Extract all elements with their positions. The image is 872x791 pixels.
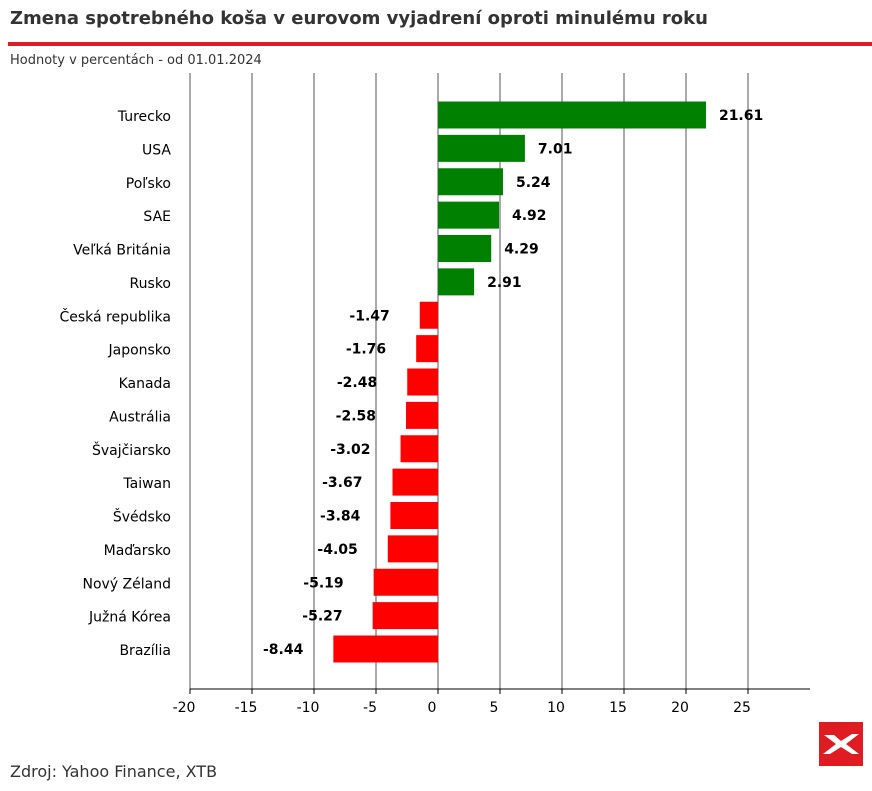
bar <box>333 635 438 663</box>
bar <box>416 335 438 363</box>
data-label: -1.76 <box>346 342 386 358</box>
data-label: 21.61 <box>719 108 763 124</box>
data-label: 4.92 <box>512 208 547 224</box>
x-tick-label: -10 <box>297 700 320 716</box>
category-label: Švajčiarsko <box>92 441 171 459</box>
data-label: -1.47 <box>349 308 389 324</box>
bar-chart: -20 -15 -10 -5 0 5 10 15 20 25 Turecko 21.61 USA 7.01… <box>59 73 810 716</box>
bar <box>390 502 438 529</box>
category-label: Brazília <box>119 643 171 659</box>
data-label: -4.05 <box>317 542 357 558</box>
data-label: 2.91 <box>487 275 522 291</box>
category-label: Rusko <box>130 276 171 292</box>
category-label: Kanada <box>119 376 171 392</box>
data-label: -2.58 <box>336 408 376 424</box>
category-label: Austrália <box>109 409 171 425</box>
data-label: -5.19 <box>303 575 343 591</box>
x-tick-label: -15 <box>235 700 258 716</box>
category-label: Poľsko <box>126 176 171 192</box>
category-label: Turecko <box>117 109 171 125</box>
category-label: Japonsko <box>107 343 171 359</box>
bar <box>438 235 492 262</box>
category-label: Švédsko <box>113 508 171 526</box>
title-divider-bar <box>8 42 872 46</box>
bar <box>372 602 438 630</box>
x-tick-label: 10 <box>547 700 565 716</box>
category-label: Nový Zéland <box>83 576 172 592</box>
x-tick-label: 5 <box>490 700 499 716</box>
x-tick-label: 15 <box>609 700 627 716</box>
data-label: -2.48 <box>337 375 377 391</box>
bar <box>406 401 438 429</box>
x-tick-label: -20 <box>173 700 196 716</box>
data-label: 5.24 <box>516 175 551 191</box>
bar <box>392 468 438 496</box>
bar <box>407 368 438 396</box>
bar <box>373 568 438 596</box>
bar <box>438 201 500 229</box>
x-tick-label: 25 <box>733 700 751 716</box>
chart-subtitle: Hodnoty v percentách - od 01.01.2024 <box>10 53 262 68</box>
category-label: Taiwan <box>122 476 171 492</box>
source-note: Zdroj: Yahoo Finance, XTB <box>10 762 218 781</box>
chart-title: Zmena spotrebného koša v eurovom vyjadre… <box>10 8 708 29</box>
category-label: Česká republika <box>59 307 171 325</box>
xtb-logo-mark <box>823 734 859 754</box>
bar <box>400 435 438 463</box>
data-label: 7.01 <box>538 141 573 157</box>
bar <box>438 101 706 129</box>
data-label: 4.29 <box>504 242 539 258</box>
data-label: -5.27 <box>302 609 342 625</box>
x-tick-label: 20 <box>671 700 689 716</box>
bar <box>438 168 503 196</box>
bar <box>419 301 438 329</box>
xtb-logo-icon <box>819 722 863 766</box>
data-label: -8.44 <box>263 642 304 658</box>
category-label: Južná Kórea <box>88 610 171 626</box>
bar <box>438 134 525 162</box>
x-tick-label: 0 <box>428 700 437 716</box>
category-label: USA <box>142 142 171 158</box>
category-label: SAE <box>143 209 171 225</box>
category-label: Maďarsko <box>104 543 171 559</box>
data-label: -3.67 <box>322 475 362 491</box>
title-divider <box>8 42 872 46</box>
bar <box>387 535 438 563</box>
x-tick-label: -5 <box>363 700 377 716</box>
xtb-logo <box>819 722 863 766</box>
category-label: Veľká Británia <box>73 243 171 259</box>
data-label: -3.84 <box>320 509 361 525</box>
bar <box>438 268 475 296</box>
data-label: -3.02 <box>330 442 370 458</box>
